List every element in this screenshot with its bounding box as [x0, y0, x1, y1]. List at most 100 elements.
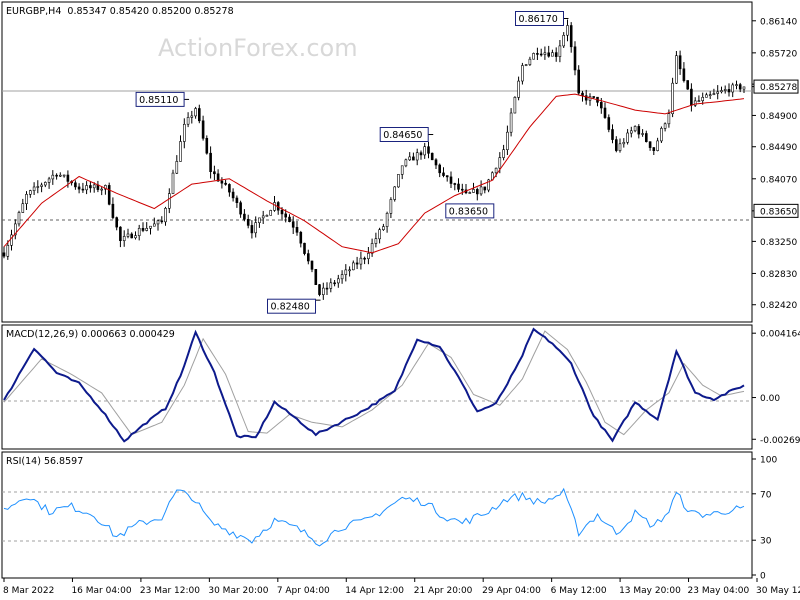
- moving-average-line: [3, 93, 745, 254]
- candle-bull: [47, 178, 51, 183]
- annotation-box: [515, 11, 564, 26]
- candle-bear: [682, 68, 686, 81]
- candle-bull: [397, 174, 400, 188]
- candle-bull: [701, 97, 705, 102]
- x-tick-label: 7 Apr 04:00: [277, 586, 330, 596]
- x-tick-label: 16 Mar 04:00: [71, 586, 131, 596]
- y-tick-label: 30: [760, 537, 772, 547]
- candle-bear: [228, 184, 231, 193]
- candle-bear: [81, 188, 85, 191]
- candle-bull: [641, 133, 644, 135]
- candle-bull: [164, 208, 167, 223]
- price-annotations: 0.85110 0.82480 0.84650 0.83650 0.86170: [135, 11, 569, 314]
- candle-bear: [220, 180, 224, 184]
- annotation-box: [135, 91, 185, 107]
- candle-bear: [599, 102, 603, 109]
- rsi-panel-title: RSI(14) 56.8597: [6, 456, 83, 467]
- candle-bear: [201, 120, 205, 139]
- candle-bull: [10, 234, 13, 246]
- x-tick-label: 14 Apr 12:00: [345, 586, 404, 596]
- candle-bear: [584, 95, 588, 101]
- candle-bull: [149, 225, 152, 229]
- candle-bull: [321, 287, 325, 296]
- candle-bear: [243, 213, 246, 220]
- candle-bull: [32, 186, 36, 192]
- annotation-box: [267, 298, 316, 314]
- y-tick-label: 70: [760, 490, 772, 500]
- candle-bear: [303, 242, 306, 254]
- candle-bull: [14, 223, 17, 236]
- candle-bear: [55, 174, 58, 177]
- y-tick-label: 100: [760, 456, 777, 466]
- macd-panel: [1, 324, 753, 450]
- candle-bull: [513, 97, 517, 114]
- candle-bull: [400, 165, 404, 175]
- candle-bull: [378, 229, 381, 240]
- candle-bull: [370, 243, 374, 254]
- candle-bull: [423, 146, 427, 156]
- candle-bull: [258, 217, 261, 223]
- candle-bear: [77, 186, 81, 190]
- candle-bear: [678, 55, 682, 70]
- candle-bull: [134, 235, 137, 239]
- macd-panel-title: MACD(12,26,9) 0.000663 0.000429: [6, 329, 175, 340]
- candle-bear: [115, 217, 118, 228]
- candle-bear: [111, 203, 115, 218]
- candle-bear: [419, 152, 423, 156]
- x-tick-label: 13 May 20:00: [619, 586, 681, 596]
- candle-bull: [21, 203, 25, 213]
- candle-bear: [246, 219, 250, 226]
- candle-bull: [190, 115, 194, 118]
- candle-bear: [333, 282, 336, 285]
- candle-bull: [622, 142, 626, 145]
- annotation-label: 0.85110: [139, 95, 178, 106]
- y-tick-label: 0.82830: [760, 270, 797, 280]
- candle-bull: [528, 58, 532, 65]
- candle-bear: [614, 139, 618, 151]
- candle-bull: [509, 112, 513, 133]
- candle-bear: [66, 174, 70, 182]
- candle-bull: [25, 194, 28, 205]
- y-tick-label: 0.82420: [760, 301, 797, 311]
- x-tick-label: 23 May 04:00: [688, 586, 750, 596]
- y-tick-label: 0.84070: [760, 175, 797, 185]
- candle-bear: [460, 188, 464, 191]
- candle-bear: [310, 260, 314, 270]
- candle-bear: [209, 152, 212, 172]
- candle-bear: [141, 228, 145, 231]
- x-tick-label: 29 Apr 04:00: [482, 586, 541, 596]
- candle-bull: [351, 262, 355, 271]
- candle-bull: [551, 52, 554, 57]
- candle-bull: [344, 269, 348, 275]
- candle-bull: [498, 157, 502, 169]
- candle-bull: [168, 193, 171, 209]
- candle-bull: [558, 45, 562, 57]
- macd-line: [3, 327, 745, 443]
- candle-bear: [547, 52, 551, 57]
- candle-bear: [445, 175, 449, 178]
- y-tick-label: 0.004164: [760, 330, 800, 340]
- candle-bear: [442, 172, 445, 176]
- annotation-label: 0.86170: [519, 14, 558, 25]
- candle-bear: [475, 189, 479, 195]
- candle-bear: [690, 88, 693, 106]
- candle-bull: [626, 132, 629, 143]
- candle-bear: [738, 84, 742, 90]
- candle-bear: [306, 253, 310, 262]
- candle-bull: [28, 190, 32, 195]
- candle-bull: [408, 156, 412, 161]
- candle-bear: [318, 284, 321, 295]
- candle-bull: [393, 186, 397, 200]
- y-tick-label: 0.83250: [760, 238, 797, 248]
- rsi-series: [3, 487, 745, 547]
- candle-bear: [314, 268, 318, 285]
- candle-bull: [705, 94, 708, 98]
- candle-bear: [438, 164, 442, 174]
- candle-bear: [607, 117, 611, 130]
- candle-bull: [194, 108, 197, 117]
- candle-bear: [577, 69, 581, 94]
- candle-bull: [385, 213, 389, 227]
- candle-bear: [74, 182, 77, 188]
- candle-bull: [100, 188, 103, 191]
